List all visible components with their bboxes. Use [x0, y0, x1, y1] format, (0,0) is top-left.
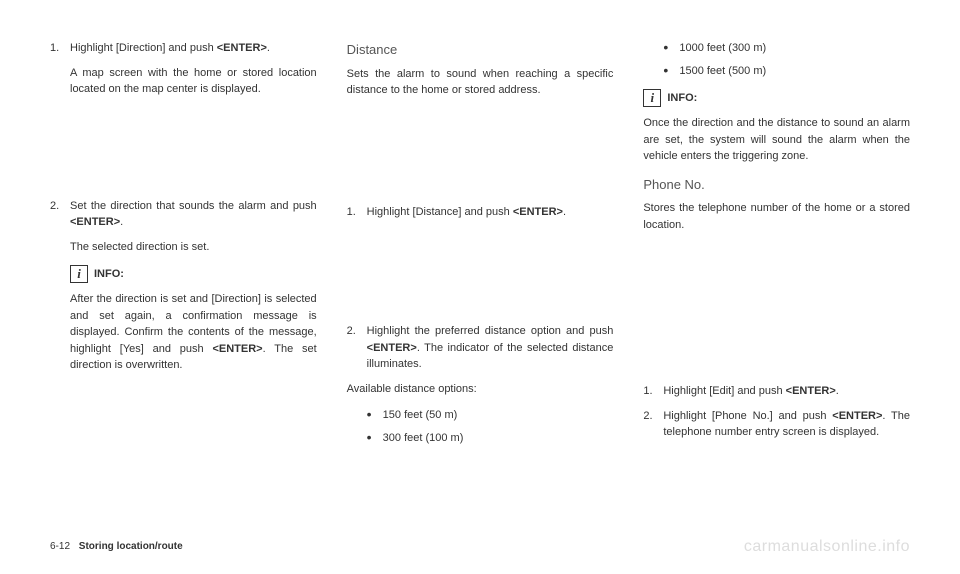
step-text: Highlight [Edit] and push <ENTER>.: [663, 383, 910, 400]
info-text: After the direction is set and [Directio…: [70, 291, 317, 374]
section-heading: Phone No.: [643, 175, 910, 195]
step-subtext: A map screen with the home or stored loc…: [70, 65, 317, 98]
bullet-text: 1000 feet (300 m): [679, 40, 766, 57]
step-text: Highlight [Direction] and push <ENTER>.: [70, 40, 317, 57]
bullet-dot: •: [663, 63, 679, 80]
watermark: carmanualsonline.info: [744, 538, 910, 556]
step-number: 1.: [347, 204, 367, 221]
spacer: [347, 228, 614, 323]
step-number: 1.: [643, 383, 663, 400]
body-text: Sets the alarm to sound when reaching a …: [347, 66, 614, 99]
bullet-text: 300 feet (100 m): [383, 430, 464, 447]
step-number: 2.: [50, 198, 70, 231]
body-text: Stores the telephone number of the home …: [643, 200, 910, 233]
info-header: i INFO:: [643, 89, 910, 107]
spacer: [347, 109, 614, 204]
list-item: 1. Highlight [Direction] and push <ENTER…: [50, 40, 317, 57]
bullet-item: • 1000 feet (300 m): [663, 40, 910, 57]
bullet-item: • 150 feet (50 m): [367, 407, 614, 424]
list-item: 1. Highlight [Distance] and push <ENTER>…: [347, 204, 614, 221]
bullet-dot: •: [367, 430, 383, 447]
list-item: 2. Set the direction that sounds the ala…: [50, 198, 317, 231]
bullet-text: 150 feet (50 m): [383, 407, 458, 424]
info-text: Once the direction and the distance to s…: [643, 115, 910, 165]
info-icon: i: [70, 265, 88, 283]
list-item: 1. Highlight [Edit] and push <ENTER>.: [643, 383, 910, 400]
info-label: INFO:: [94, 266, 124, 283]
column-3: • 1000 feet (300 m) • 1500 feet (500 m) …: [643, 40, 910, 510]
page-footer: 6-12 Storing location/route: [50, 541, 183, 552]
spacer: [643, 243, 910, 383]
bullet-item: • 300 feet (100 m): [367, 430, 614, 447]
column-1: 1. Highlight [Direction] and push <ENTER…: [50, 40, 317, 510]
bullet-dot: •: [367, 407, 383, 424]
step-subtext: The selected direction is set.: [70, 239, 317, 256]
info-label: INFO:: [667, 90, 697, 107]
page-number: 6-12: [50, 541, 70, 552]
info-icon: i: [643, 89, 661, 107]
step-number: 2.: [643, 408, 663, 441]
bullet-dot: •: [663, 40, 679, 57]
spacer: [50, 108, 317, 198]
info-header: i INFO:: [70, 265, 317, 283]
step-text: Set the direction that sounds the alarm …: [70, 198, 317, 231]
step-number: 2.: [347, 323, 367, 373]
step-text: Highlight the preferred distance option …: [367, 323, 614, 373]
step-text: Highlight [Phone No.] and push <ENTER>. …: [663, 408, 910, 441]
list-item: 2. Highlight the preferred distance opti…: [347, 323, 614, 373]
section-heading: Distance: [347, 40, 614, 60]
bullet-item: • 1500 feet (500 m): [663, 63, 910, 80]
list-item: 2. Highlight [Phone No.] and push <ENTER…: [643, 408, 910, 441]
body-text: Available distance options:: [347, 381, 614, 398]
bullet-text: 1500 feet (500 m): [679, 63, 766, 80]
section-title: Storing location/route: [79, 541, 183, 552]
column-2: Distance Sets the alarm to sound when re…: [347, 40, 614, 510]
step-number: 1.: [50, 40, 70, 57]
step-text: Highlight [Distance] and push <ENTER>.: [367, 204, 614, 221]
page-columns: 1. Highlight [Direction] and push <ENTER…: [50, 40, 910, 510]
